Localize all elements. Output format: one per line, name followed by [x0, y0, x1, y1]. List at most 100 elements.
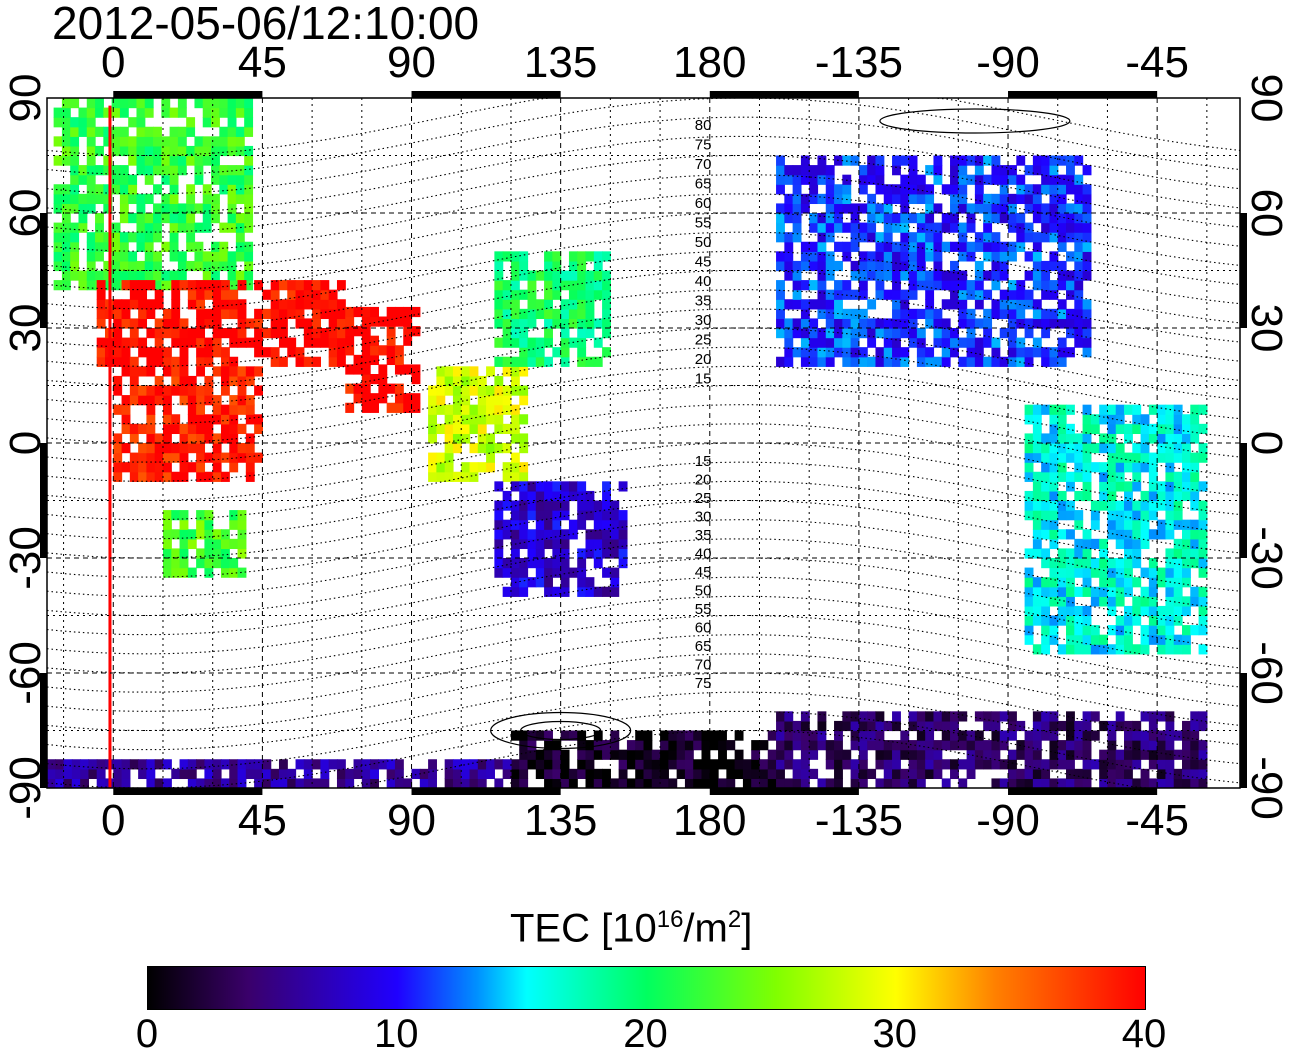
contour-label-n: 50: [695, 234, 712, 251]
contour-line: [47, 710, 1240, 788]
contour-label-s: 75: [695, 675, 712, 692]
contour-line: [47, 442, 1240, 521]
contour-label-s: 30: [695, 509, 712, 526]
tec-region-north-africa: [96, 280, 346, 367]
bot-tick-label: -45: [1125, 796, 1189, 845]
contour-line: [47, 691, 1240, 770]
right-tick-label: -30: [1242, 526, 1291, 590]
contour-label-s: 50: [695, 583, 712, 600]
contour-line: [47, 499, 1240, 578]
contour-label-s: 35: [695, 527, 712, 544]
contour-label-n: 15: [695, 371, 712, 388]
contour-label-n: 55: [695, 215, 712, 232]
contour-line: [47, 308, 1240, 387]
contour-label-s: 65: [695, 638, 712, 655]
right-tick-label: 60: [1242, 188, 1291, 238]
left-tick-label: -30: [1, 526, 50, 590]
contour-line: [47, 231, 1240, 310]
contour-line: [47, 98, 1240, 157]
left-tick-label: 0: [1, 430, 50, 456]
left-tick-label: -90: [1, 756, 50, 820]
contour-line: [47, 634, 1240, 712]
contour-line: [47, 595, 1240, 674]
top-tick-label: 135: [523, 38, 598, 87]
cb-tick-label: 0: [135, 1012, 159, 1056]
tec-region-east-asia: [494, 251, 611, 367]
contour-label-s: 20: [695, 472, 712, 489]
tec-data-layer: [47, 98, 1208, 788]
contour-label-n: 75: [695, 137, 712, 154]
contour-line: [47, 269, 1240, 348]
tec-region-south-america: [1024, 404, 1208, 655]
contour-line: [47, 327, 1240, 406]
top-tick-label: 45: [237, 38, 287, 87]
contour-label-n: 30: [695, 312, 712, 329]
tec-region-central-africa: [113, 366, 264, 482]
contour-line: [47, 365, 1240, 444]
contour-label-n: 65: [695, 176, 712, 193]
right-tick-label: -90: [1242, 756, 1291, 820]
contour-line: [47, 135, 1240, 214]
contour-label-s: 15: [695, 453, 712, 470]
top-tick-label: -45: [1125, 38, 1189, 87]
contour-label-n: 25: [695, 332, 712, 349]
contour-label-s: 60: [695, 620, 712, 637]
contour-label-n: 80: [695, 117, 712, 134]
cb-tick-label: 10: [374, 1012, 419, 1056]
tec-region-north-america: [776, 155, 1092, 367]
contour-line: [47, 404, 1240, 482]
tec-region-antarctica-east: [510, 730, 777, 788]
contour-ring: [879, 108, 1071, 134]
top-tick-label: 180: [673, 38, 747, 87]
contour-line: [47, 174, 1240, 252]
bot-tick-label: -135: [814, 796, 903, 845]
right-tick-label: 30: [1242, 303, 1291, 353]
contour-line: [47, 116, 1240, 195]
contour-line: [47, 576, 1240, 655]
contour-line: [47, 557, 1240, 636]
right-tick-label: -60: [1242, 641, 1291, 705]
contour-line: [47, 384, 1240, 463]
contour-line: [47, 519, 1240, 597]
contour-line: [47, 289, 1240, 367]
contour-label-n: 20: [695, 351, 712, 368]
top-tick-label: 90: [387, 38, 436, 87]
contour-line: [47, 614, 1240, 693]
right-tick-label: 0: [1242, 430, 1291, 456]
left-tick-label: 90: [1, 73, 50, 123]
tec-region-se-asia: [428, 366, 529, 482]
contour-label-n: 60: [695, 195, 712, 212]
contour-line: [47, 538, 1240, 617]
contour-label-n: 70: [695, 156, 712, 173]
contour-label-s: 25: [695, 490, 712, 507]
tec-region-south-africa: [162, 510, 247, 578]
top-tick-label: -135: [814, 38, 903, 87]
tec-region-australia: [494, 481, 628, 597]
contour-line: [47, 423, 1240, 502]
cb-tick-label: 30: [872, 1012, 918, 1056]
contour-line: [47, 653, 1240, 732]
cb-tick-label: 20: [623, 1012, 668, 1056]
magnetic-latitude-contours: [47, 98, 1240, 788]
contour-line: [47, 98, 1240, 176]
timestamp-title: 2012-05-06/12:10:00: [52, 0, 480, 49]
colorbar-title: TEC [1016/m2]: [510, 906, 753, 951]
tec-colorbar: [147, 966, 1146, 1010]
contour-label-s: 70: [695, 657, 712, 674]
bot-tick-label: 45: [237, 796, 287, 845]
contour-line: [47, 461, 1240, 540]
right-tick-label: 90: [1242, 73, 1291, 123]
contour-labels: 8075706560555045403530252015152025303540…: [695, 117, 712, 692]
tec-region-antarctica-coast: [47, 759, 512, 788]
contour-label-n: 40: [695, 273, 712, 290]
contour-label-s: 40: [695, 546, 712, 563]
left-tick-label: -60: [1, 641, 50, 705]
graticule-grid: [47, 98, 1240, 788]
tec-region-antarctica-west: [776, 711, 1208, 788]
bot-tick-label: 0: [101, 796, 126, 845]
contour-line: [47, 480, 1240, 559]
contour-label-s: 55: [695, 601, 712, 618]
cb-tick-label: 40: [1121, 1012, 1167, 1056]
contour-line: [47, 250, 1240, 329]
